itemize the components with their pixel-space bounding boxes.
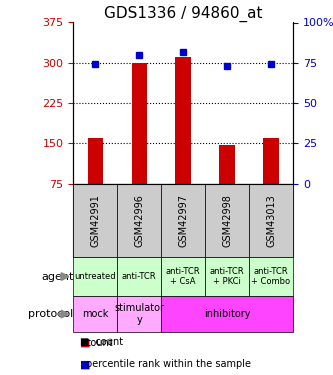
- Text: anti-TCR
+ CsA: anti-TCR + CsA: [166, 267, 200, 286]
- Bar: [161, 296, 293, 332]
- Text: inhibitory: inhibitory: [204, 309, 250, 319]
- Bar: [161, 184, 205, 257]
- Bar: [88, 138, 103, 184]
- Bar: [73, 184, 117, 257]
- Bar: [249, 257, 293, 296]
- Text: ■: ■: [80, 359, 91, 369]
- Title: GDS1336 / 94860_at: GDS1336 / 94860_at: [104, 6, 262, 22]
- Text: count: count: [86, 338, 113, 348]
- Bar: [117, 296, 161, 332]
- Bar: [73, 296, 117, 332]
- Text: GSM42998: GSM42998: [222, 194, 232, 247]
- Text: untreated: untreated: [75, 272, 116, 281]
- Bar: [249, 184, 293, 257]
- Bar: [117, 257, 161, 296]
- Bar: [132, 63, 147, 184]
- Text: GSM42997: GSM42997: [178, 194, 188, 247]
- Text: anti-TCR: anti-TCR: [122, 272, 157, 281]
- Bar: [219, 144, 235, 184]
- Bar: [263, 138, 279, 184]
- Text: GSM42991: GSM42991: [90, 194, 100, 247]
- Text: ■: ■: [80, 338, 91, 348]
- Text: agent: agent: [41, 272, 73, 282]
- Bar: [161, 257, 205, 296]
- Text: GSM42996: GSM42996: [134, 194, 144, 247]
- Text: ■  count: ■ count: [80, 337, 123, 347]
- Bar: [117, 184, 161, 257]
- Bar: [205, 257, 249, 296]
- Bar: [205, 184, 249, 257]
- Text: anti-TCR
+ PKCi: anti-TCR + PKCi: [210, 267, 244, 286]
- Text: stimulator
y: stimulator y: [114, 303, 164, 325]
- Text: protocol: protocol: [28, 309, 73, 319]
- Text: percentile rank within the sample: percentile rank within the sample: [86, 359, 251, 369]
- Text: GSM43013: GSM43013: [266, 194, 276, 247]
- Bar: [73, 257, 117, 296]
- Text: mock: mock: [82, 309, 109, 319]
- Text: anti-TCR
+ Combo: anti-TCR + Combo: [251, 267, 291, 286]
- Bar: [175, 57, 191, 184]
